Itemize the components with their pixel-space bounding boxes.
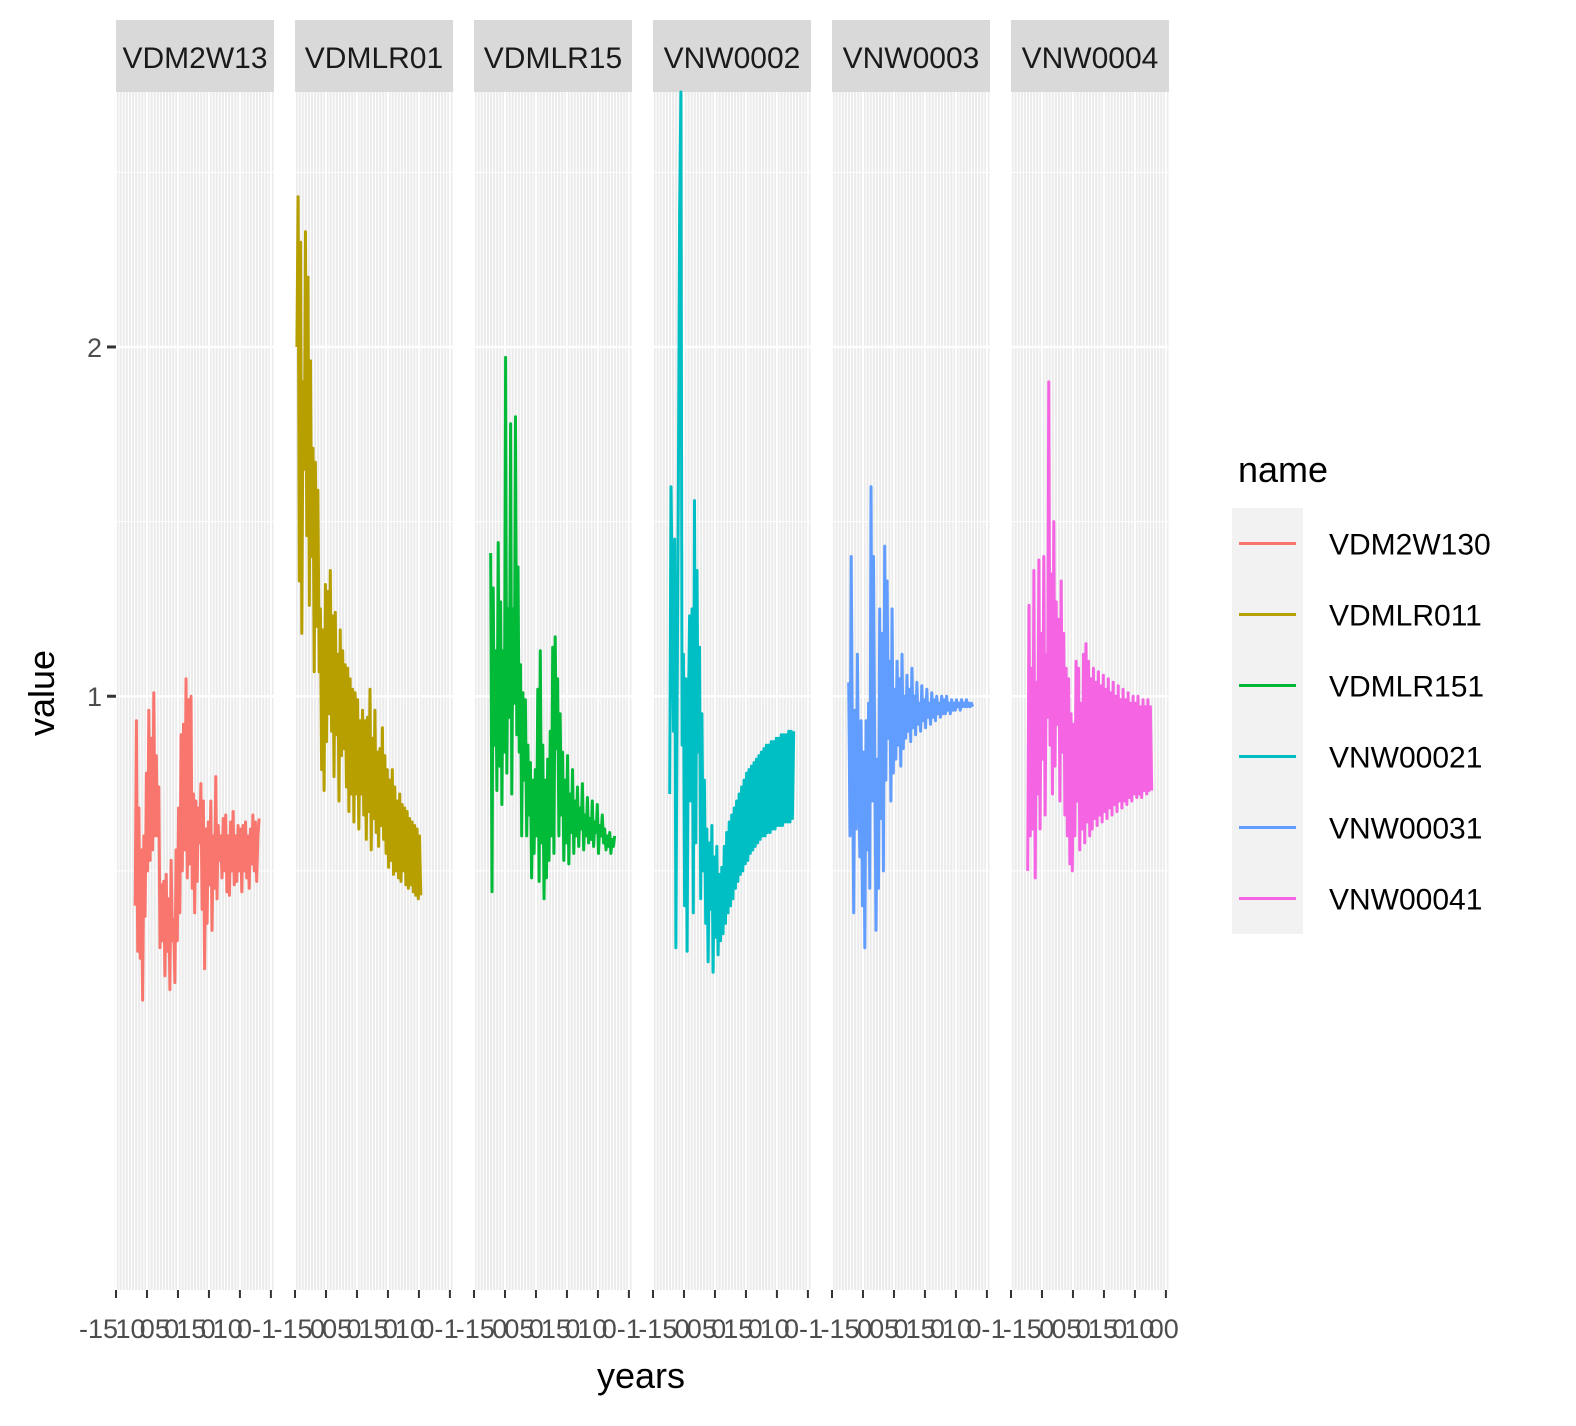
x-tick-label: 00 bbox=[1149, 1314, 1179, 1344]
facet-panel-vdmlr011: VDMLR01 bbox=[294, 20, 454, 1290]
x-tick-label: 10 bbox=[760, 1314, 790, 1344]
x-tick-label: 0 bbox=[565, 1314, 580, 1344]
facet-panels: VDM2W13 VDMLR01 VDMLR15 VNW0002 VNW0003 VNW00… bbox=[115, 20, 1170, 1290]
x-tick-label: -15 bbox=[456, 1314, 495, 1344]
x-tick-label: 15 bbox=[541, 1314, 571, 1344]
x-tick-label: -15 bbox=[1003, 1314, 1042, 1344]
x-tick-label: -15 bbox=[821, 1314, 860, 1344]
x-tick-label: 0- bbox=[966, 1314, 990, 1344]
y-axis-title: value bbox=[21, 650, 62, 736]
x-tick-label: 0 bbox=[201, 1314, 216, 1344]
series-line-vdmlr011 bbox=[295, 195, 423, 901]
x-tick-label: 0 bbox=[310, 1314, 325, 1344]
strip-label: VDMLR01 bbox=[305, 42, 443, 75]
x-tick-label: -15 bbox=[79, 1314, 118, 1344]
facet-panel-vnw00031: VNW0003 bbox=[831, 20, 991, 1290]
x-tick-label: 0 bbox=[164, 1314, 179, 1344]
strip-label: VNW0004 bbox=[1022, 42, 1159, 75]
panel-background bbox=[116, 92, 274, 1290]
x-tick-label: 0 bbox=[930, 1314, 945, 1344]
panel-background bbox=[295, 92, 453, 1290]
x-tick-label: 0- bbox=[784, 1314, 808, 1344]
legend-label: VNW00041 bbox=[1329, 884, 1482, 917]
legend-title: name bbox=[1238, 449, 1328, 490]
x-axis-title: years bbox=[597, 1355, 685, 1396]
legend-label: VNW00031 bbox=[1329, 813, 1482, 846]
strip-background bbox=[1011, 20, 1169, 92]
strip-background bbox=[653, 20, 811, 92]
x-tick-label: 10 bbox=[213, 1314, 243, 1344]
x-tick-label: 0 bbox=[748, 1314, 763, 1344]
x-tick-label: 0 bbox=[383, 1314, 398, 1344]
legend: name VDM2W130 VDMLR011 VDMLR151 VNW00021 VNW… bbox=[1232, 449, 1491, 934]
x-tick-label: 0- bbox=[602, 1314, 626, 1344]
x-tick-label: 1 bbox=[808, 1314, 823, 1344]
strip-background bbox=[116, 20, 274, 92]
x-tick-label: 15 bbox=[723, 1314, 753, 1344]
x-tick-label: 15 bbox=[359, 1314, 389, 1344]
strip-background bbox=[474, 20, 632, 92]
x-tick-label: 15 bbox=[176, 1314, 206, 1344]
x-tick-label: 10 bbox=[116, 1314, 146, 1344]
x-tick-label: 1 bbox=[991, 1314, 1006, 1344]
x-tick-label: 0 bbox=[711, 1314, 726, 1344]
legend-label: VDMLR011 bbox=[1329, 600, 1482, 633]
x-tick-label: 10 bbox=[395, 1314, 425, 1344]
x-tick-label: 05 bbox=[687, 1314, 717, 1344]
x-tick-label: 10 bbox=[1124, 1314, 1154, 1344]
facet-panel-vdm2w130: VDM2W13 bbox=[115, 20, 275, 1290]
series-line-vdm2w130 bbox=[133, 677, 261, 1002]
x-tick-label: 05 bbox=[140, 1314, 170, 1344]
facet-panel-vnw00041: VNW0004 bbox=[1010, 20, 1170, 1290]
x-tick-label: 05 bbox=[1051, 1314, 1081, 1344]
x-tick-label: 0 bbox=[529, 1314, 544, 1344]
x-tick-label: 05 bbox=[322, 1314, 352, 1344]
x-tick-label: 0- bbox=[237, 1314, 261, 1344]
series-line-vnw00031 bbox=[847, 485, 975, 950]
facet-panel-vdmlr151: VDMLR15 bbox=[473, 20, 633, 1290]
series-line-vnw00021 bbox=[668, 90, 796, 974]
x-tick-label: -15 bbox=[274, 1314, 313, 1344]
strip-label: VNW0002 bbox=[664, 42, 801, 75]
strip-label: VDM2W13 bbox=[122, 42, 267, 75]
x-tick-label: 0 bbox=[675, 1314, 690, 1344]
x-tick-label: 15 bbox=[906, 1314, 936, 1344]
y-tick-label: 1 bbox=[87, 682, 102, 712]
x-tick-label: -15 bbox=[638, 1314, 677, 1344]
x-tick-label: 0 bbox=[346, 1314, 361, 1344]
x-tick-label: 0 bbox=[857, 1314, 872, 1344]
x-tick-label: 15 bbox=[1088, 1314, 1118, 1344]
x-tick-label: 0 bbox=[893, 1314, 908, 1344]
series-line-vdmlr151 bbox=[489, 355, 617, 901]
legend-label: VDMLR151 bbox=[1329, 671, 1484, 704]
x-tick-label: 1 bbox=[626, 1314, 641, 1344]
x-tick-label: 0 bbox=[492, 1314, 507, 1344]
x-tick-label: 0 bbox=[1039, 1314, 1054, 1344]
x-tick-label: 0 bbox=[1076, 1314, 1091, 1344]
x-tick-label: 10 bbox=[942, 1314, 972, 1344]
x-tick-label: 1 bbox=[444, 1314, 459, 1344]
x-tick-label: 05 bbox=[504, 1314, 534, 1344]
legend-label: VDM2W130 bbox=[1329, 529, 1491, 562]
y-axis: 12 bbox=[87, 333, 116, 712]
x-tick-label: 1 bbox=[261, 1314, 276, 1344]
strip-label: VDMLR15 bbox=[484, 42, 622, 75]
strip-label: VNW0003 bbox=[843, 42, 980, 75]
x-tick-label: 0- bbox=[419, 1314, 443, 1344]
y-tick-label: 2 bbox=[87, 333, 102, 363]
x-tick-label: 0 bbox=[1112, 1314, 1127, 1344]
series-line-vnw00041 bbox=[1026, 380, 1154, 880]
x-tick-label: 10 bbox=[577, 1314, 607, 1344]
strip-background bbox=[832, 20, 990, 92]
x-tick-label: 05 bbox=[869, 1314, 899, 1344]
legend-label: VNW00021 bbox=[1329, 742, 1482, 775]
facet-panel-vnw00021: VNW0002 bbox=[652, 20, 812, 1290]
strip-background bbox=[295, 20, 453, 92]
